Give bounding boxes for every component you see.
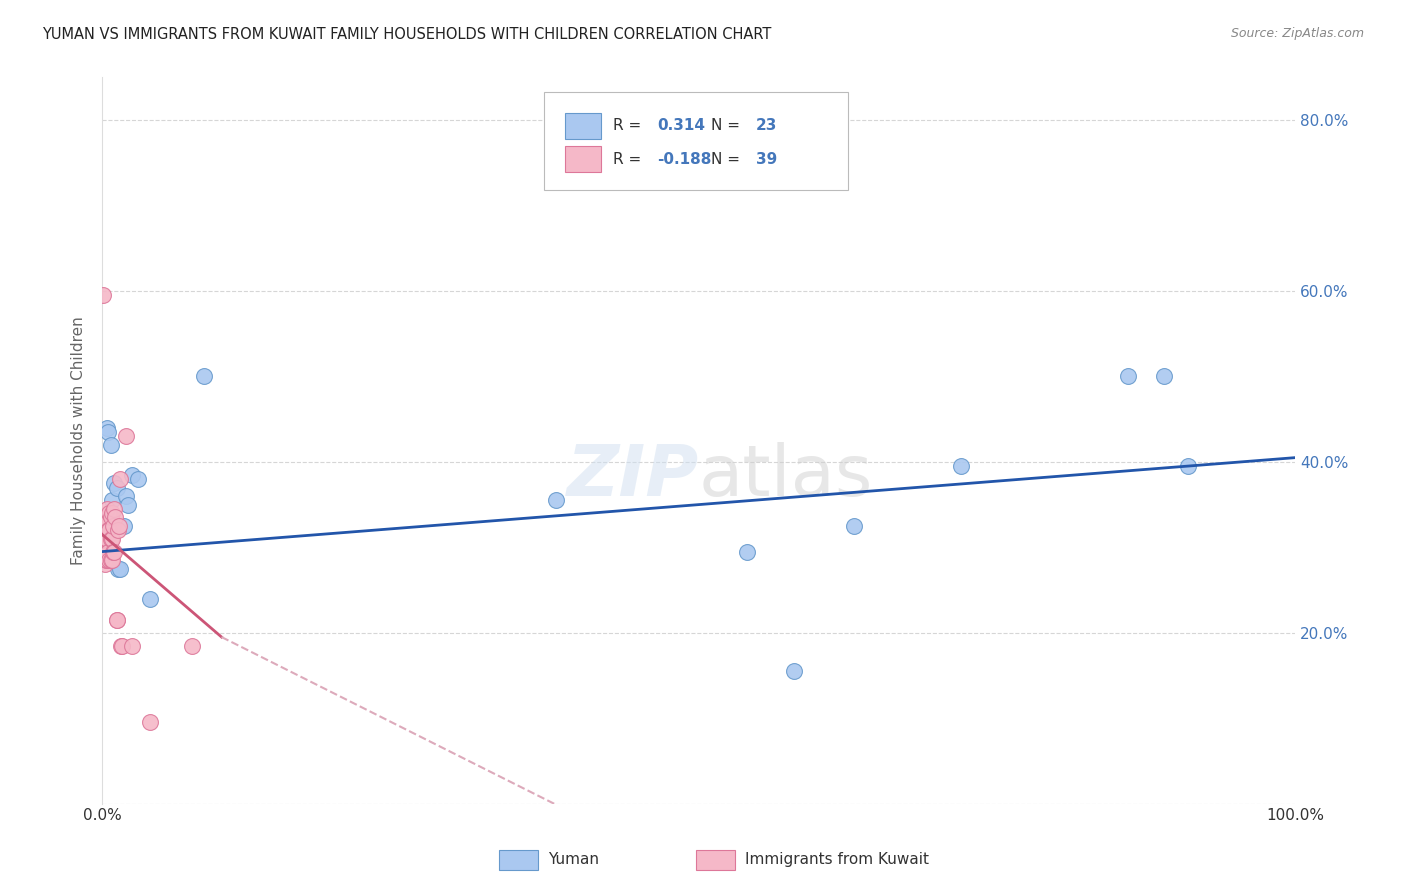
Point (98, 553, 121, 567)
Y-axis label: Family Households with Children: Family Households with Children (72, 316, 86, 565)
Point (96, 532, 118, 546)
Point (127, 472, 149, 486)
Point (842, 519, 865, 533)
Point (97, 523, 120, 537)
Text: -0.188: -0.188 (657, 152, 711, 167)
Point (93, 515, 115, 529)
Point (93, 532, 115, 546)
Point (105, 613, 128, 627)
Point (101, 519, 124, 533)
Point (96, 501, 118, 516)
Point (100, 553, 122, 567)
Text: Source: ZipAtlas.com: Source: ZipAtlas.com (1230, 27, 1364, 40)
Point (105, 613, 128, 627)
Point (1153, 369, 1175, 384)
Point (117, 498, 139, 512)
Text: 39: 39 (756, 152, 778, 167)
Text: R =: R = (613, 152, 645, 167)
Point (950, 459, 973, 474)
Text: N =: N = (711, 152, 745, 167)
Point (108, 472, 131, 486)
FancyBboxPatch shape (565, 146, 600, 172)
Point (111, 639, 134, 653)
Text: 23: 23 (756, 119, 778, 134)
Text: YUMAN VS IMMIGRANTS FROM KUWAIT FAMILY HOUSEHOLDS WITH CHILDREN CORRELATION CHAR: YUMAN VS IMMIGRANTS FROM KUWAIT FAMILY H… (42, 27, 772, 42)
Text: 0.314: 0.314 (657, 119, 704, 134)
Point (103, 501, 125, 516)
Text: atlas: atlas (699, 442, 873, 511)
Point (110, 639, 132, 653)
Point (93, 549, 115, 563)
FancyBboxPatch shape (565, 113, 600, 139)
Point (98, 506, 121, 520)
Point (783, 664, 806, 678)
Point (108, 562, 131, 576)
Point (139, 715, 162, 730)
Point (104, 510, 127, 524)
Point (193, 369, 215, 384)
Point (107, 523, 129, 537)
Text: ZIP: ZIP (567, 442, 699, 511)
Point (180, 639, 202, 653)
Text: Immigrants from Kuwait: Immigrants from Kuwait (745, 853, 929, 867)
Point (1177, 459, 1199, 474)
Point (103, 544, 125, 558)
Point (100, 553, 122, 567)
Text: Yuman: Yuman (548, 853, 599, 867)
Point (96, 421, 118, 435)
Point (100, 532, 122, 546)
Point (93, 558, 115, 572)
Point (108, 519, 131, 533)
Point (93, 288, 115, 302)
Point (98, 523, 121, 537)
Point (115, 489, 138, 503)
Point (101, 544, 124, 558)
Point (96, 553, 118, 567)
Point (100, 506, 122, 520)
Point (112, 519, 135, 533)
Point (139, 591, 162, 606)
Text: R =: R = (613, 119, 645, 134)
Point (1118, 369, 1140, 384)
Point (100, 438, 122, 452)
Point (100, 532, 122, 546)
Point (93, 532, 115, 546)
Point (94, 532, 117, 546)
Point (100, 510, 122, 524)
Point (121, 467, 143, 482)
Point (735, 544, 758, 558)
Point (544, 493, 567, 508)
Point (97, 425, 120, 439)
Point (107, 562, 129, 576)
FancyBboxPatch shape (544, 92, 848, 190)
Text: N =: N = (711, 119, 745, 134)
Point (97, 544, 120, 558)
Point (100, 493, 122, 508)
Point (103, 476, 125, 491)
Point (105, 481, 128, 495)
Point (94, 553, 117, 567)
Point (115, 429, 138, 443)
Point (94, 515, 117, 529)
Point (121, 639, 143, 653)
